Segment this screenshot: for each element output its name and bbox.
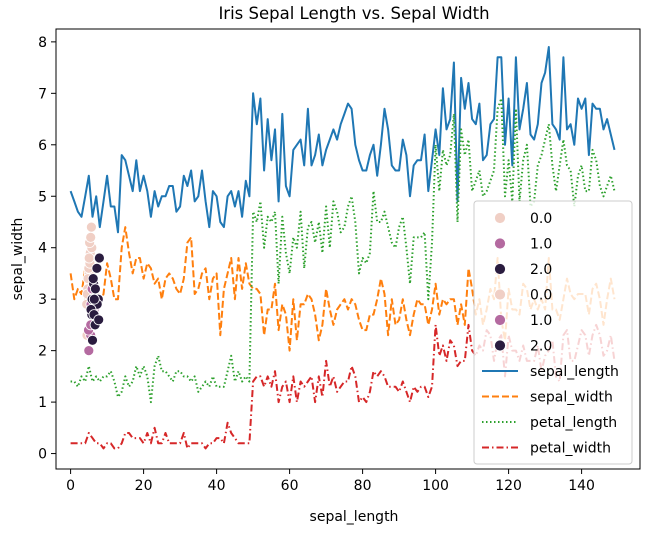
legend-label: 1.0 bbox=[530, 237, 552, 253]
chart-title: Iris Sepal Length vs. Sepal Width bbox=[218, 4, 489, 23]
x-tick-label: 60 bbox=[281, 478, 299, 494]
y-tick-label: 8 bbox=[38, 35, 47, 51]
axes-frame bbox=[55, 28, 641, 470]
legend: 0.0 1.0 2.0 0.0 1.0 2.0 sepal_length sepal_widt… bbox=[473, 200, 633, 465]
y-tick-label: 1 bbox=[38, 395, 47, 411]
y-tick-label: 5 bbox=[38, 189, 47, 205]
y-tick-label: 2 bbox=[38, 344, 47, 360]
series-line-sepal-length bbox=[69, 46, 616, 234]
legend-marker bbox=[494, 237, 506, 250]
scatter-point bbox=[87, 334, 98, 346]
legend-label: petal_width bbox=[530, 441, 611, 457]
y-axis-label: sepal_width bbox=[10, 218, 26, 301]
scatter-point bbox=[85, 231, 97, 243]
scatter-point bbox=[93, 314, 105, 326]
y-tick-label: 7 bbox=[38, 86, 47, 102]
scatter-point bbox=[86, 221, 97, 233]
x-tick-label: 40 bbox=[208, 478, 226, 494]
legend-label: sepal_length bbox=[530, 364, 619, 380]
y-axis: 0 1 2 3 4 5 6 7 8 bbox=[38, 35, 56, 463]
legend-marker bbox=[494, 288, 506, 301]
scatter-point bbox=[94, 252, 105, 264]
scatter-point bbox=[90, 283, 101, 295]
legend-label: 0.0 bbox=[530, 288, 552, 304]
legend-label: 0.0 bbox=[530, 211, 552, 227]
legend-label: petal_length bbox=[530, 415, 617, 431]
legend-marker bbox=[494, 339, 506, 352]
legend-label: 2.0 bbox=[530, 339, 552, 355]
x-axis-label: sepal_length bbox=[310, 509, 399, 525]
scatter-point bbox=[83, 345, 95, 357]
x-tick-label: 80 bbox=[354, 478, 372, 494]
x-tick-label: 0 bbox=[66, 478, 75, 494]
legend-label: 1.0 bbox=[530, 313, 552, 329]
legend-marker bbox=[494, 314, 506, 326]
x-tick-label: 140 bbox=[568, 478, 595, 494]
legend-label: 2.0 bbox=[530, 262, 552, 278]
x-tick-label: 120 bbox=[495, 478, 522, 494]
legend-marker bbox=[494, 263, 506, 275]
legend-box bbox=[473, 200, 633, 465]
scatter-point bbox=[87, 273, 99, 285]
scatter-point bbox=[83, 252, 95, 264]
y-tick-label: 0 bbox=[38, 447, 47, 463]
y-tick-label: 3 bbox=[38, 292, 47, 308]
y-tick-label: 4 bbox=[38, 241, 47, 257]
y-tick-label: 6 bbox=[38, 138, 47, 154]
x-axis: 0 20 40 60 80 100 120 140 bbox=[66, 469, 595, 494]
scatter-point bbox=[91, 262, 103, 274]
scatter-point bbox=[88, 293, 100, 305]
legend-marker bbox=[494, 212, 506, 224]
x-tick-label: 20 bbox=[135, 478, 153, 494]
x-tick-label: 100 bbox=[422, 478, 449, 494]
legend-label: sepal_width bbox=[530, 390, 613, 406]
series-line-petal-length bbox=[70, 97, 616, 404]
plot-area bbox=[69, 46, 616, 450]
